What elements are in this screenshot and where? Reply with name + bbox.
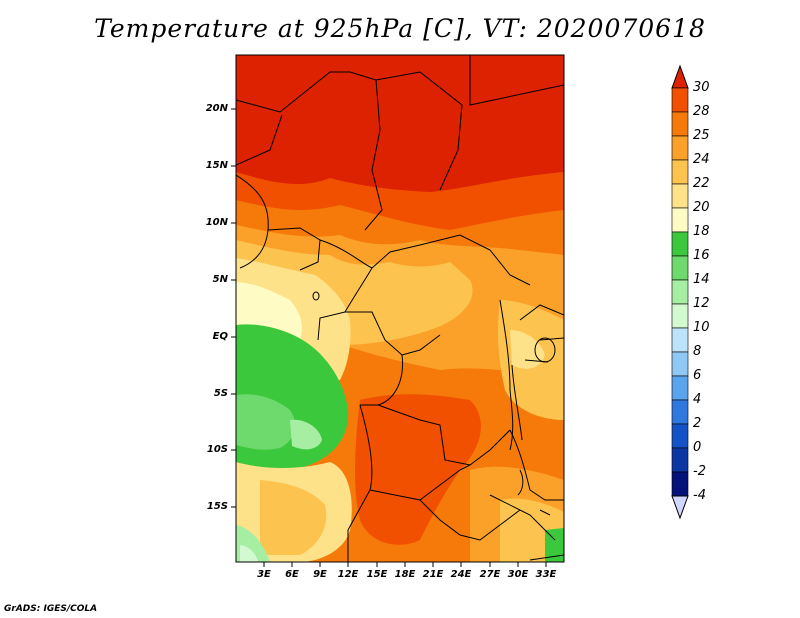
colorbar-overflow-triangle: [671, 64, 689, 89]
temperature-field: [236, 55, 564, 562]
lat-tick-label: EQ: [212, 331, 228, 342]
map-frame: [235, 54, 565, 563]
colorbar-swatch: [671, 423, 689, 449]
colorbar-label: 20: [693, 200, 710, 215]
colorbar-label: -2: [693, 464, 706, 479]
lon-tick-label: 6E: [285, 569, 299, 580]
colorbar-label: 0: [693, 440, 702, 455]
lat-tick-label: 20N: [205, 103, 228, 114]
lat-tick-label: 15N: [205, 160, 228, 171]
colorbar-swatch: [671, 231, 689, 257]
colorbar: [671, 64, 689, 520]
lat-tick-label: 10S: [206, 444, 228, 455]
country-borders: [236, 55, 564, 562]
lon-tick-label: 3E: [257, 569, 271, 580]
colorbar-swatch: [671, 87, 689, 113]
colorbar-swatch: [671, 159, 689, 185]
lat-tick-label: 5N: [212, 274, 228, 285]
axis-ticks: [231, 108, 547, 567]
colorbar-label: 8: [693, 344, 702, 359]
lon-tick-label: 33E: [535, 569, 557, 580]
lon-tick-label: 30E: [507, 569, 529, 580]
colorbar-label: 4: [693, 392, 702, 407]
colorbar-label: 22: [693, 176, 710, 191]
map-title: Temperature at 925hPa [C], VT: 202007061…: [94, 14, 706, 43]
colorbar-label: 25: [693, 128, 710, 143]
grads-credit: GrADS: IGES/COLA: [4, 604, 98, 614]
colorbar-swatch: [671, 399, 689, 425]
colorbar-label: 18: [693, 224, 710, 239]
lon-tick-label: 21E: [422, 569, 444, 580]
lon-tick-label: 9E: [313, 569, 327, 580]
colorbar-swatch: [671, 207, 689, 233]
colorbar-swatch: [671, 471, 689, 497]
colorbar-label: 16: [693, 248, 710, 263]
lon-tick-label: 27E: [479, 569, 501, 580]
lon-tick-label: 12E: [337, 569, 359, 580]
colorbar-swatch: [671, 327, 689, 353]
lat-tick-label: 5S: [213, 388, 228, 399]
colorbar-label: 24: [693, 152, 710, 167]
colorbar-label: 12: [693, 296, 710, 311]
colorbar-swatch: [671, 255, 689, 281]
colorbar-swatch: [671, 111, 689, 137]
colorbar-swatch: [671, 303, 689, 329]
colorbar-label: 30: [693, 80, 710, 95]
lat-tick-label: 10N: [205, 217, 228, 228]
lon-tick-label: 24E: [450, 569, 472, 580]
lake-outlines: [312, 291, 556, 516]
colorbar-label: 14: [693, 272, 710, 287]
colorbar-swatch: [671, 375, 689, 401]
colorbar-swatch: [671, 135, 689, 161]
colorbar-swatch: [671, 183, 689, 209]
lon-tick-label: 18E: [394, 569, 416, 580]
colorbar-swatch: [671, 447, 689, 473]
colorbar-label: 2: [693, 416, 702, 431]
lon-tick-label: 15E: [366, 569, 388, 580]
colorbar-label: 6: [693, 368, 702, 383]
colorbar-label: -4: [693, 488, 706, 503]
colorbar-label: 28: [693, 104, 710, 119]
colorbar-label: 10: [693, 320, 710, 335]
colorbar-swatch: [671, 279, 689, 305]
colorbar-swatch: [671, 351, 689, 377]
lat-tick-label: 15S: [206, 501, 228, 512]
colorbar-underflow-triangle: [671, 495, 689, 520]
